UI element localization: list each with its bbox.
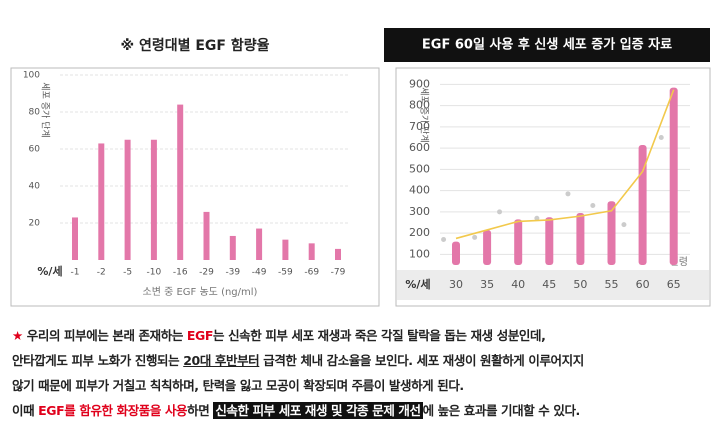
y-tick-label: 80 <box>29 108 41 118</box>
point <box>497 209 503 215</box>
x-tick-label: -29 <box>199 268 214 278</box>
y-tick-label: 900 <box>409 77 430 90</box>
point <box>590 203 596 208</box>
text-span: 않기 때문에 피부가 거칠고 칙칙하며, 탄력을 잃고 모공이 확장되며 주름이… <box>12 378 464 393</box>
text-span: 20대 후반부터 <box>183 353 260 368</box>
y-tick-label: 40 <box>29 182 41 192</box>
x-tick-label: -1 <box>71 268 80 278</box>
x-tick-label: -10 <box>147 268 162 278</box>
x-tick-label: 40 <box>511 278 525 291</box>
point <box>534 215 540 221</box>
x-tick-label: 50 <box>573 278 587 291</box>
text-span: EGF <box>186 328 214 343</box>
x-tick-label: -5 <box>123 268 132 278</box>
panel <box>10 67 380 307</box>
bar <box>335 248 341 260</box>
x-tick-label: 45 <box>542 278 556 291</box>
line <box>455 89 675 240</box>
y-tick-label: 100 <box>409 247 430 260</box>
text-span: ★ <box>12 328 23 343</box>
bar <box>150 139 157 260</box>
bar <box>98 143 105 260</box>
y-tick-label: 800 <box>409 99 430 112</box>
bar <box>545 217 554 265</box>
text-span: 는 신속한 피부 세포 재생과 죽은 각질 탈락을 돕는 재생 성분인데, <box>213 328 546 343</box>
text-span: 우리의 피부에는 본래 존재하는 <box>22 328 187 343</box>
y-axis-label: 세포 증가 단계 <box>419 87 431 142</box>
chart-title: EGF 60일 사용 후 신생 세포 증가 입증 자료 <box>422 37 672 53</box>
x-axis-label: 소변 중 EGF 농도 (ng/ml) <box>143 286 258 298</box>
bar <box>576 212 585 265</box>
point <box>472 234 478 240</box>
text-span: 신속한 피부 세포 재생 및 각종 문제 개선 <box>213 402 423 419</box>
y-tick-label: 400 <box>409 184 430 197</box>
x-band <box>397 270 709 300</box>
paragraph: ★ 우리의 피부에는 본래 존재하는 EGF는 신속한 피부 세포 재생과 죽은… <box>12 323 712 423</box>
y-tick-label: 60 <box>29 145 41 155</box>
text-span: 에 높은 효과를 기대할 수 있다. <box>422 403 581 418</box>
bar <box>669 87 678 265</box>
bar <box>607 201 616 265</box>
text-span: 하면 <box>187 403 214 418</box>
bar <box>177 104 184 260</box>
bar <box>282 239 289 260</box>
corner-label: %/세 <box>37 264 62 278</box>
title-box <box>384 28 710 62</box>
bar <box>203 211 210 260</box>
bar <box>514 219 523 265</box>
bar <box>452 241 460 265</box>
bar <box>308 243 315 260</box>
point <box>658 135 664 140</box>
y-tick-label: 700 <box>409 120 430 133</box>
bar <box>72 217 78 260</box>
x-tick-label: -49 <box>252 268 267 278</box>
x-tick-label: 60 <box>636 278 650 291</box>
bar <box>124 139 131 260</box>
y-axis-label: 세포 증가 단계 <box>40 82 52 137</box>
chart-title: ※ 연령대별 EGF 함량율 <box>120 37 269 54</box>
y-tick-label: 20 <box>29 219 41 229</box>
point <box>621 222 627 228</box>
bar <box>483 229 492 265</box>
x-tick-label: -2 <box>97 268 106 278</box>
y-tick-label: 300 <box>409 205 430 218</box>
y-tick-label: 600 <box>409 141 430 154</box>
x-tick-label: 30 <box>449 278 463 291</box>
x-tick-label: -59 <box>278 268 293 278</box>
text-span: 이때 <box>12 403 39 418</box>
corner-label: %/세 <box>405 277 430 291</box>
y-tick-label: 500 <box>409 162 430 175</box>
point <box>565 191 571 197</box>
x-tick-label: 55 <box>605 278 619 291</box>
text-line: 안타깝게도 피부 노화가 진행되는 20대 후반부터 급격한 체내 감소율을 보… <box>12 348 712 373</box>
bar <box>256 228 263 260</box>
bar <box>229 235 236 260</box>
y-tick-label: 200 <box>409 226 430 239</box>
x-tick-label: -39 <box>225 268 240 278</box>
y-tick-label: 100 <box>23 71 40 81</box>
panel <box>395 67 711 307</box>
point <box>441 237 447 242</box>
text-span: 안타깝게도 피부 노화가 진행되는 <box>12 353 184 368</box>
x-tick-label: 65 <box>667 278 681 291</box>
x-tick-label: -16 <box>173 268 188 278</box>
text-line: 않기 때문에 피부가 거칠고 칙칙하며, 탄력을 잃고 모공이 확장되며 주름이… <box>12 373 712 398</box>
text-line: ★ 우리의 피부에는 본래 존재하는 EGF는 신속한 피부 세포 재생과 죽은… <box>12 323 712 348</box>
text-line: 이때 EGF를 함유한 화장품을 사용하면 신속한 피부 세포 재생 및 각종 … <box>12 398 712 423</box>
x-tick-label: -79 <box>331 268 346 278</box>
x-tick-label: 35 <box>480 278 494 291</box>
text-span: 급격한 체내 감소율을 보인다. 세포 재생이 원활하게 이루어지지 <box>259 353 584 368</box>
text-span: EGF를 함유한 화장품을 사용 <box>38 403 188 418</box>
x-tick-label: -69 <box>304 268 319 278</box>
